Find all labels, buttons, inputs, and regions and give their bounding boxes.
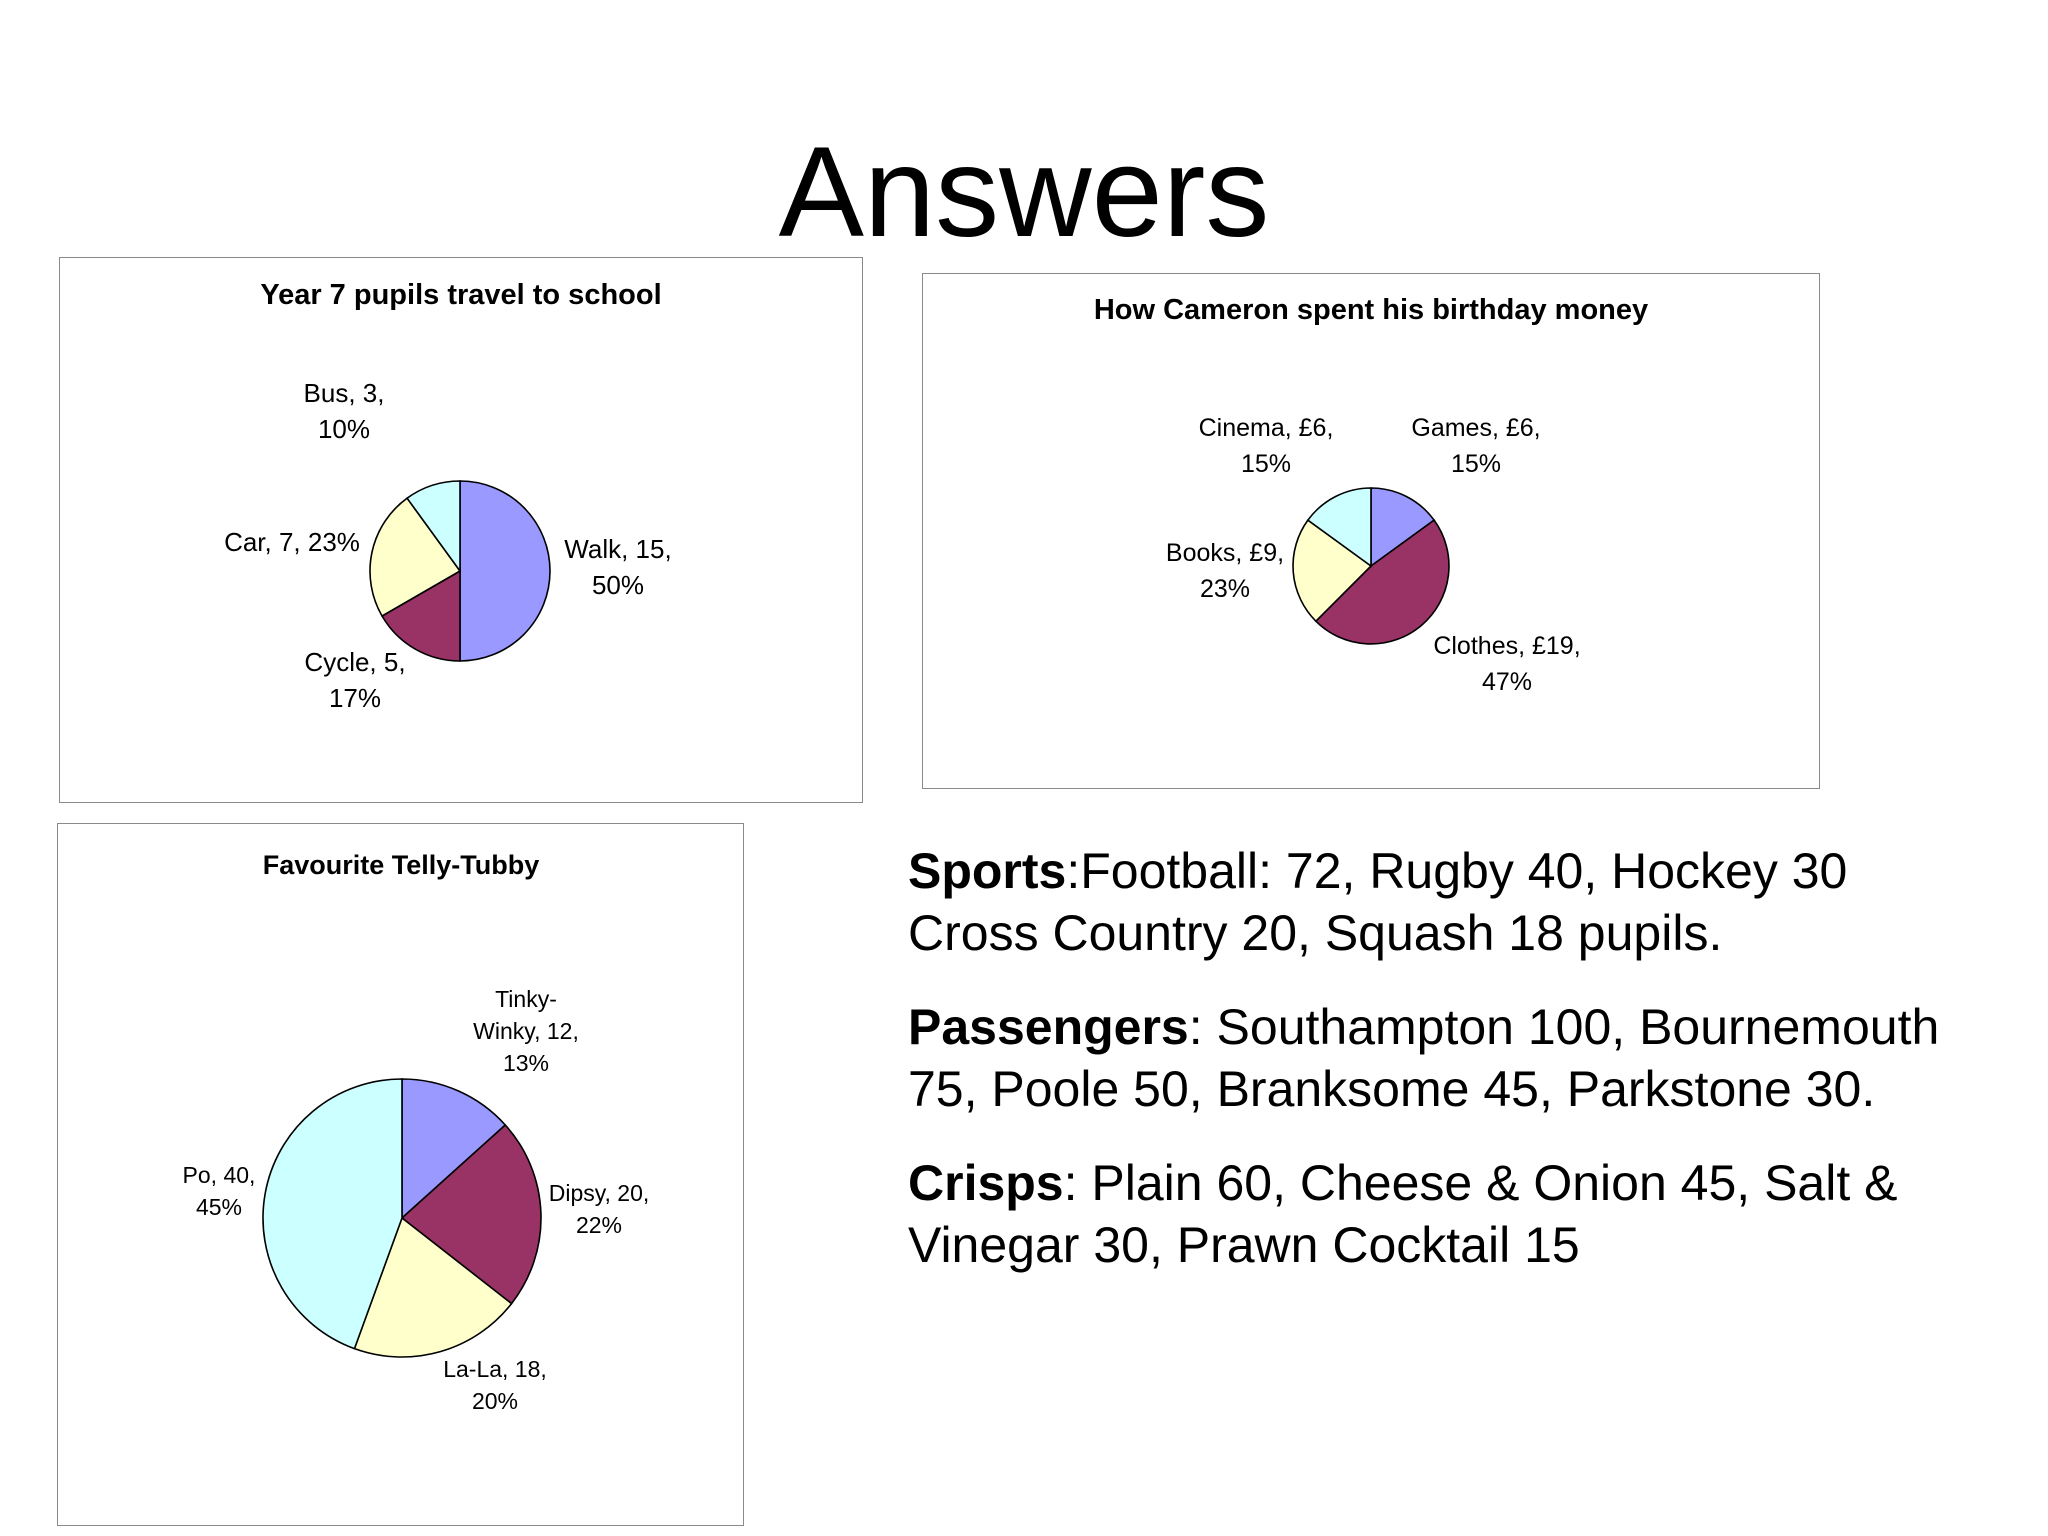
slide-title: Answers <box>778 121 1270 264</box>
pie-slice-car <box>369 497 462 618</box>
pie-slice-walk <box>459 480 551 662</box>
chart-title: Favourite Telly-Tubby <box>263 850 540 880</box>
pie-slice-la-la <box>353 1216 513 1358</box>
slice-label-po: Po, 40, 45% <box>183 1162 256 1220</box>
pie-chart-travel: Year 7 pupils travel to school Walk, 15, 5… <box>224 279 672 713</box>
pie-chart-telly-tubby: Favourite Telly-Tubby Tinky-Winky, 12, 13%… <box>183 850 650 1414</box>
pie-slice-clothes <box>1314 519 1450 645</box>
slice-label-walk: Walk, 15, 50% <box>564 534 671 600</box>
pie-slice-po <box>262 1078 403 1350</box>
slice-label-cinema: Cinema, £6, 15% <box>1199 414 1334 478</box>
answer-crisps-label: Crisps <box>908 1155 1064 1211</box>
slice-label-cycle: Cycle, 5, 17% <box>304 647 405 713</box>
slice-label-car: Car, 7, 23% <box>224 527 360 557</box>
chart-birthday-money: How Cameron spent his birthday money Game… <box>922 273 1820 789</box>
answer-passengers: Passengers: Southampton 100, Bournemouth… <box>908 996 1988 1120</box>
slice-label-clothes: Clothes, £19, 47% <box>1433 632 1580 696</box>
pie-slice-books <box>1292 519 1373 623</box>
pie-slice-cycle <box>380 569 461 662</box>
chart-title: How Cameron spent his birthday money <box>1094 294 1648 326</box>
chart-telly-tubby: Favourite Telly-Tubby Tinky-Winky, 12, 13%… <box>57 823 744 1526</box>
slice-label-bus: Bus, 3, 10% <box>304 378 385 444</box>
answer-sports-label: Sports <box>908 843 1067 899</box>
answer-passengers-label: Passengers <box>908 999 1189 1055</box>
pie-slice-tinky-winky <box>401 1078 507 1220</box>
slice-label-books: Books, £9, 23% <box>1166 539 1284 603</box>
pie-chart-birthday: How Cameron spent his birthday money Game… <box>1094 294 1648 696</box>
slice-label-la-la: La-La, 18, 20% <box>443 1356 547 1414</box>
chart-travel-to-school: Year 7 pupils travel to school Walk, 15, 5… <box>59 257 863 803</box>
chart-title: Year 7 pupils travel to school <box>260 279 661 311</box>
pie-slice-games <box>1370 487 1436 568</box>
answer-sports-text: :Football: 72, Rugby 40, Hockey 30 Cross… <box>908 843 1848 961</box>
answer-passengers-text: : Southampton 100, Bournemouth 75, Poole… <box>908 999 1940 1117</box>
answer-crisps-text: : Plain 60, Cheese & Onion 45, Salt & Vi… <box>908 1155 1898 1273</box>
slice-label-tinky-winky: Tinky-Winky, 12, 13% <box>473 986 579 1076</box>
slice-label-games: Games, £6, 15% <box>1411 414 1540 478</box>
answer-sports: Sports:Football: 72, Rugby 40, Hockey 30… <box>908 840 1988 964</box>
pie-slice-dipsy <box>400 1123 542 1305</box>
slice-label-dipsy: Dipsy, 20, 22% <box>549 1180 650 1238</box>
answers-text: Sports:Football: 72, Rugby 40, Hockey 30… <box>908 840 1988 1308</box>
pie-slice-cinema <box>1306 487 1372 568</box>
pie-slice-bus <box>405 480 461 574</box>
answer-crisps: Crisps: Plain 60, Cheese & Onion 45, Sal… <box>908 1152 1988 1276</box>
